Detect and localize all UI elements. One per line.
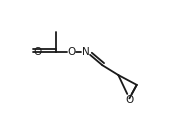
- Text: O: O: [125, 95, 134, 105]
- Text: N: N: [82, 47, 90, 57]
- Text: O: O: [33, 47, 41, 57]
- Text: O: O: [68, 47, 76, 57]
